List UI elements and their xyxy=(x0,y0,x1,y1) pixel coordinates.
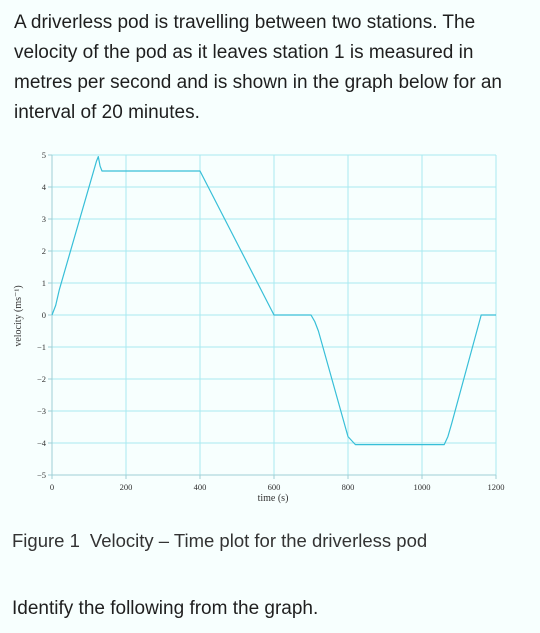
y-tick-label: −4 xyxy=(37,438,47,448)
y-tick-label: 0 xyxy=(42,310,46,320)
question-intro-text: A driverless pod is travelling between t… xyxy=(14,12,502,123)
y-tick-label: −5 xyxy=(37,470,46,480)
y-tick-label: −3 xyxy=(37,406,46,416)
velocity-time-chart-svg: 5 4 3 2 1 0 −1 −2 −3 −4 −5 0 200 400 600 800 1000 1200 ti… xyxy=(13,150,505,504)
velocity-time-chart: 5 4 3 2 1 0 −1 −2 −3 −4 −5 0 200 400 600 800 1000 1200 ti… xyxy=(0,140,540,512)
y-tick-label: 3 xyxy=(42,214,46,224)
x-tick-label: 1200 xyxy=(488,482,505,492)
figure-caption-label: Figure 1 xyxy=(12,530,80,551)
x-tick-label: 600 xyxy=(268,482,281,492)
y-axis-label: velocity (ms⁻¹) xyxy=(13,285,24,346)
y-tick-label: −2 xyxy=(37,374,46,384)
figure-caption: Figure 1 Velocity – Time plot for the dri… xyxy=(12,530,427,552)
question-prompt: Identify the following from the graph. xyxy=(12,598,319,619)
x-tick-label: 400 xyxy=(194,482,207,492)
y-tick-label: 5 xyxy=(42,150,46,160)
x-axis-label: time (s) xyxy=(258,493,289,504)
x-tick-label: 200 xyxy=(120,482,133,492)
y-tick-label: 2 xyxy=(42,246,46,256)
x-tick-label: 1000 xyxy=(414,482,431,492)
velocity-series-line xyxy=(51,156,496,446)
y-tick-label: 1 xyxy=(42,278,46,288)
y-tick-label: −1 xyxy=(37,342,46,352)
x-tick-label: 800 xyxy=(342,482,355,492)
figure-caption-text: Velocity – Time plot for the driverless … xyxy=(89,530,428,551)
y-tick-label: 4 xyxy=(42,182,47,192)
x-tick-label: 0 xyxy=(50,482,54,492)
